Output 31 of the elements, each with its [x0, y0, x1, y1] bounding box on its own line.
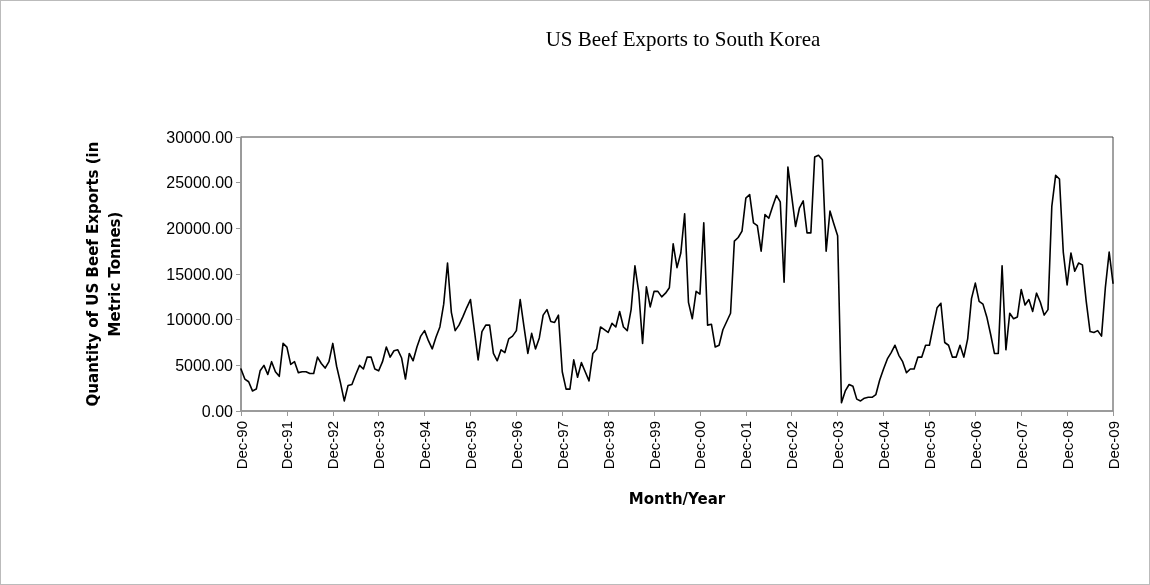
y-tick-label: 0.00: [201, 402, 234, 420]
x-tick-label: Dec-94: [416, 421, 434, 470]
x-tick-label: Dec-96: [507, 421, 525, 470]
y-tick-label: 20000.00: [166, 219, 234, 237]
x-tick-label: Dec-97: [553, 421, 571, 470]
line-series: [240, 154, 1114, 404]
x-tick-label: Dec-08: [1058, 421, 1076, 470]
y-tick-label: 10000.00: [166, 311, 234, 329]
x-tick-label: Dec-04: [875, 421, 893, 470]
x-tick-label: Dec-92: [324, 421, 342, 470]
x-tick-label: Dec-03: [829, 421, 847, 470]
x-tick-label: Dec-01: [737, 421, 755, 470]
x-axis-title: Month/Year: [628, 489, 726, 508]
x-tick-label: Dec-06: [966, 421, 984, 470]
x-tick-label: Dec-02: [783, 421, 801, 470]
x-tick-label: Dec-99: [645, 421, 663, 470]
x-tick-label: Dec-93: [370, 421, 388, 470]
x-tick-label: Dec-09: [1104, 421, 1122, 470]
x-tick-label: Dec-91: [278, 421, 296, 470]
y-tick-label: 5000.00: [175, 356, 234, 374]
x-tick-label: Dec-07: [1012, 421, 1030, 470]
x-tick-label: Dec-95: [461, 421, 479, 470]
y-tick-label: 15000.00: [166, 265, 234, 283]
x-tick-label: Dec-00: [691, 421, 709, 470]
y-tick-label: 25000.00: [166, 174, 234, 192]
x-tick-label: Dec-90: [232, 421, 250, 470]
x-tick-label: Dec-98: [599, 421, 617, 470]
y-axis-title: Quantity of US Beef Exports (in Metric Tonnes): [84, 141, 124, 407]
y-tick-label: 30000.00: [166, 128, 234, 146]
chart-title: US Beef Exports to South Korea: [545, 26, 822, 51]
x-tick-label: Dec-05: [920, 421, 938, 470]
